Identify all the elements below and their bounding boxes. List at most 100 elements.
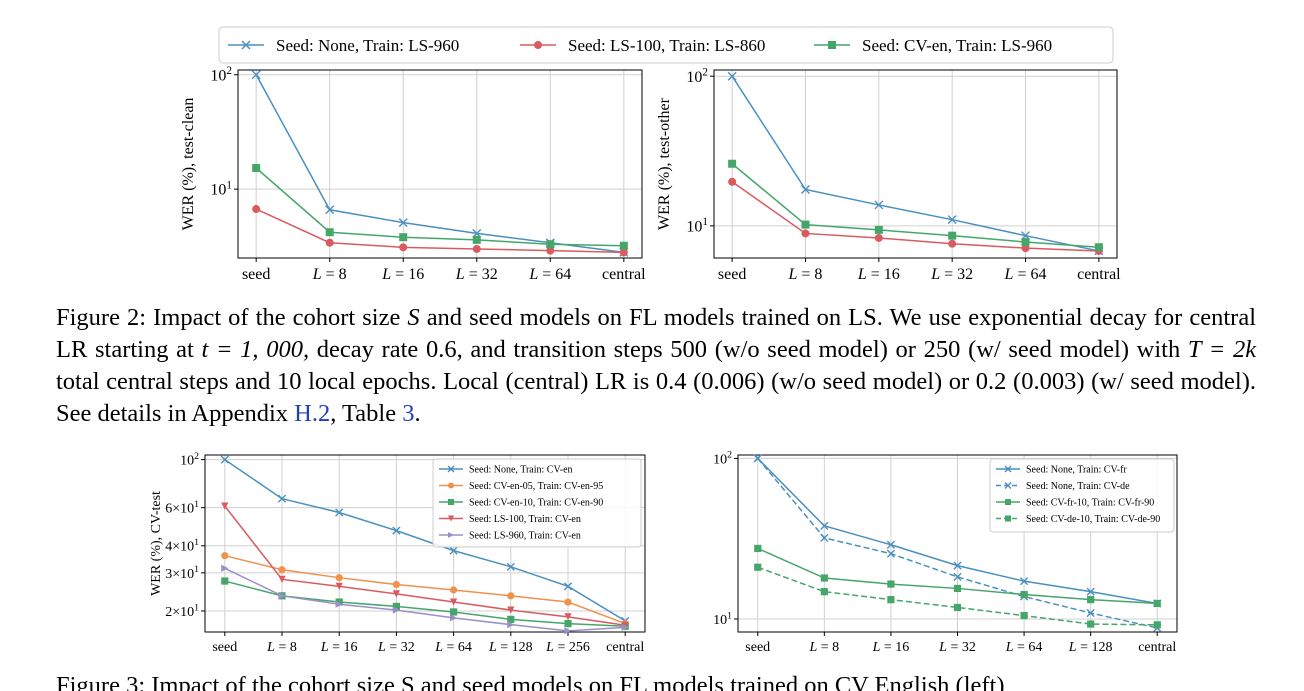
data-point — [1087, 620, 1095, 628]
y-tick-label: 101 — [686, 216, 708, 235]
x-tick-label: L = 16 — [381, 266, 424, 283]
data-point — [820, 574, 828, 582]
data-point — [252, 205, 261, 214]
legend-marker — [1005, 499, 1011, 505]
legend-label: Seed: CV-de-10, Train: CV-de-90 — [1026, 514, 1160, 525]
x-tick-label: L = 8 — [788, 266, 823, 283]
series-line — [224, 505, 626, 626]
data-point — [754, 544, 762, 553]
data-point — [277, 494, 287, 503]
data-point — [621, 623, 629, 632]
data-point — [398, 218, 408, 228]
legend-label: Seed: None, Train: CV-en — [469, 465, 573, 476]
x-tick-label: L = 8 — [312, 266, 347, 283]
x-tick-label: L = 16 — [857, 266, 900, 283]
y-tick-label: 101 — [713, 610, 732, 628]
legend-marker — [448, 482, 454, 489]
data-point — [621, 621, 629, 629]
series-line — [224, 567, 626, 632]
data-point — [1020, 590, 1028, 599]
x-tick-label: L = 128 — [1068, 640, 1113, 655]
data-point — [953, 584, 962, 593]
data-point — [399, 243, 408, 252]
data-point — [563, 582, 573, 591]
x-tick-label: L = 16 — [320, 640, 358, 655]
y-axis-label: WER (%), test-other — [656, 97, 673, 230]
x-tick-label: L = 32 — [455, 266, 498, 283]
x-tick-label: L = 64 — [528, 266, 571, 283]
data-point — [886, 549, 896, 558]
data-point — [1021, 244, 1030, 253]
data-point — [325, 205, 335, 215]
chart-test-other: 101 102 seed L = 8 L = 16 L = 32 L = 64 central… — [656, 66, 1121, 283]
data-point — [335, 508, 344, 517]
x-tick-label: seed — [212, 640, 237, 655]
chart-test-clean: 101 102 seed L = 8 L = 16 L = 32 L = 64 central… — [180, 65, 646, 283]
data-point — [472, 235, 481, 244]
y-axis-label: WER (%), test-clean — [180, 98, 197, 231]
data-point — [1020, 612, 1028, 620]
data-point — [874, 200, 884, 210]
data-point — [507, 592, 515, 600]
chart-cv-fr-de: 101 102 seed L = 8 L = 16 L = 32 L = 64 L = 128… — [713, 450, 1178, 655]
y-tick-label: 102 — [180, 451, 199, 469]
data-point — [1086, 587, 1095, 596]
legend-marker — [828, 41, 836, 49]
x-tick-label: central — [602, 266, 646, 283]
data-point — [335, 582, 343, 590]
chart-cv-en: 2×101 3×101 4×101 6×101 102 seed L = 8 L = 16 L … — [149, 451, 646, 655]
data-point — [507, 621, 515, 629]
legend-label: Seed: None, Train: LS-960 — [276, 36, 459, 55]
series-line — [731, 163, 1099, 248]
legend-label: Seed: CV-en, Train: LS-960 — [862, 36, 1052, 55]
data-point — [392, 526, 401, 535]
x-tick-label: L = 8 — [808, 640, 839, 655]
table-link[interactable]: 3 — [402, 400, 415, 427]
x-tick-label: L = 128 — [488, 640, 533, 655]
data-point — [564, 598, 572, 606]
legend-marker — [448, 515, 454, 522]
x-tick-label: L = 64 — [434, 640, 472, 655]
data-point — [564, 627, 572, 635]
data-point — [546, 246, 555, 255]
data-point — [820, 533, 829, 542]
data-point — [948, 239, 957, 248]
data-point — [449, 546, 458, 555]
data-point — [953, 603, 962, 612]
y-tick-label: 4×101 — [165, 537, 199, 555]
x-tick-label: L = 256 — [545, 640, 590, 655]
y-tick-label: 101 — [210, 179, 232, 198]
legend-label: Seed: None, Train: CV-fr — [1026, 465, 1127, 476]
data-point — [728, 159, 737, 168]
data-point — [325, 238, 334, 247]
y-tick-label: 102 — [713, 450, 732, 468]
data-point — [1153, 621, 1161, 629]
data-point — [754, 563, 762, 571]
x-tick-label: seed — [718, 266, 746, 283]
data-point — [887, 580, 895, 588]
x-tick-label: L = 32 — [377, 640, 415, 655]
x-tick-label: seed — [745, 640, 770, 655]
data-point — [820, 588, 828, 596]
data-point — [392, 590, 400, 598]
legend-box — [989, 458, 1175, 533]
data-point — [399, 233, 408, 242]
data-point — [221, 552, 229, 560]
plot-frame — [713, 69, 1118, 259]
data-point — [800, 184, 810, 194]
legend-label: Seed: CV-en-05, Train: CV-en-95 — [469, 481, 603, 492]
data-point — [251, 70, 261, 80]
x-tick-label: central — [606, 640, 644, 655]
x-tick-label: central — [1138, 640, 1176, 655]
appendix-link[interactable]: H.2 — [294, 400, 331, 427]
y-tick-label: 3×101 — [165, 564, 199, 582]
data-point — [220, 455, 229, 464]
data-point — [1153, 599, 1161, 608]
legend-marker — [1004, 465, 1012, 473]
data-point — [221, 502, 229, 510]
data-point — [887, 596, 895, 604]
x-tick-label: L = 64 — [1005, 640, 1043, 655]
legend-box — [432, 458, 642, 548]
data-point — [221, 577, 229, 585]
